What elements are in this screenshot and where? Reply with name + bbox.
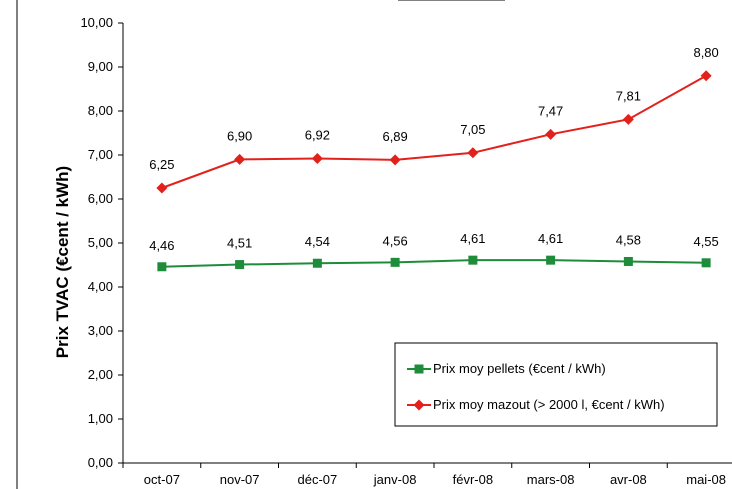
data-point-marker bbox=[546, 256, 555, 265]
x-tick-label: oct-07 bbox=[144, 472, 180, 487]
data-label: 6,92 bbox=[305, 128, 330, 143]
y-tick-label: 4,00 bbox=[88, 279, 113, 294]
data-label: 4,56 bbox=[382, 233, 407, 248]
legend-label: Prix moy pellets (€cent / kWh) bbox=[433, 361, 606, 376]
y-tick-label: 9,00 bbox=[88, 59, 113, 74]
data-point-marker bbox=[545, 129, 556, 140]
data-point-marker bbox=[467, 147, 478, 158]
data-label: 7,05 bbox=[460, 122, 485, 137]
data-label: 7,81 bbox=[616, 88, 641, 103]
data-label: 4,61 bbox=[460, 231, 485, 246]
data-label: 8,80 bbox=[693, 45, 718, 60]
data-point-marker bbox=[390, 154, 401, 165]
data-label: 7,47 bbox=[538, 103, 563, 118]
x-tick-label: déc-07 bbox=[298, 472, 338, 487]
x-tick-label: janv-08 bbox=[373, 472, 417, 487]
data-label: 4,51 bbox=[227, 236, 252, 251]
data-point-marker bbox=[702, 258, 711, 267]
data-label: 4,61 bbox=[538, 231, 563, 246]
data-point-marker bbox=[468, 256, 477, 265]
data-point-marker bbox=[391, 258, 400, 267]
legend-box bbox=[395, 343, 717, 426]
data-label: 4,58 bbox=[616, 232, 641, 247]
y-tick-label: 3,00 bbox=[88, 323, 113, 338]
y-tick-label: 2,00 bbox=[88, 367, 113, 382]
data-point-marker bbox=[624, 257, 633, 266]
data-label: 6,25 bbox=[149, 157, 174, 172]
y-axis-title: Prix TVAC (€cent / kWh) bbox=[53, 166, 72, 358]
y-tick-label: 1,00 bbox=[88, 411, 113, 426]
y-tick-label: 5,00 bbox=[88, 235, 113, 250]
data-point-marker bbox=[312, 153, 323, 164]
y-tick-label: 7,00 bbox=[88, 147, 113, 162]
data-point-marker bbox=[156, 183, 167, 194]
data-labels: 4,46 4,51 4,54 4,56 4,61 4,61 4,58 4,55 6,25 6,90… bbox=[149, 45, 719, 253]
x-tick-label: mars-08 bbox=[527, 472, 575, 487]
data-label: 6,90 bbox=[227, 128, 252, 143]
data-label: 4,55 bbox=[693, 234, 718, 249]
data-point-marker bbox=[157, 262, 166, 271]
legend-marker bbox=[415, 365, 424, 374]
y-tick-label: 8,00 bbox=[88, 103, 113, 118]
data-point-marker bbox=[234, 154, 245, 165]
x-tick-label: févr-08 bbox=[453, 472, 493, 487]
data-label: 6,89 bbox=[382, 129, 407, 144]
data-label: 4,54 bbox=[305, 234, 330, 249]
legend-label: Prix moy mazout (> 2000 l, €cent / kWh) bbox=[433, 397, 665, 412]
data-point-marker bbox=[623, 114, 634, 125]
x-tick-label: mai-08 bbox=[686, 472, 726, 487]
data-label: 4,46 bbox=[149, 238, 174, 253]
x-tick-label: nov-07 bbox=[220, 472, 260, 487]
data-point-marker bbox=[701, 70, 712, 81]
legend: Prix moy pellets (€cent / kWh) Prix moy m… bbox=[395, 343, 717, 426]
data-point-marker bbox=[235, 260, 244, 269]
x-tick-label: avr-08 bbox=[610, 472, 647, 487]
y-tick-label: 0,00 bbox=[88, 455, 113, 470]
y-tick-label: 10,00 bbox=[80, 15, 113, 30]
y-tick-label: 6,00 bbox=[88, 191, 113, 206]
data-point-marker bbox=[313, 259, 322, 268]
